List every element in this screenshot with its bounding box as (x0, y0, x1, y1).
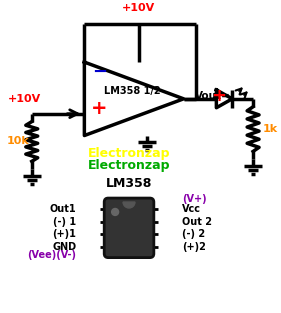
Text: Electronzap: Electronzap (88, 147, 170, 160)
Text: LM358 1/2: LM358 1/2 (104, 86, 160, 96)
Text: (-) 1: (-) 1 (53, 217, 76, 227)
Text: (+)1: (+)1 (53, 229, 76, 239)
Text: 10k: 10k (7, 136, 30, 146)
Text: (V+): (V+) (182, 194, 206, 204)
Text: +: + (91, 99, 108, 118)
Wedge shape (123, 202, 135, 208)
Text: (-) 2: (-) 2 (182, 229, 205, 239)
Text: Vout=: Vout= (194, 91, 230, 101)
Text: +: + (211, 87, 226, 105)
Text: LM358: LM358 (106, 177, 152, 190)
Text: (+)2: (+)2 (182, 242, 205, 252)
Text: Vcc: Vcc (182, 204, 201, 214)
Text: Electronzap: Electronzap (88, 159, 170, 172)
Text: Out1: Out1 (50, 204, 76, 214)
Circle shape (112, 208, 119, 215)
Text: −: − (92, 63, 107, 81)
FancyBboxPatch shape (104, 198, 154, 258)
Text: Out 2: Out 2 (182, 217, 212, 227)
Text: GND: GND (52, 242, 76, 252)
Text: (Vee)(V-): (Vee)(V-) (28, 250, 76, 260)
Text: +10V: +10V (122, 3, 156, 13)
Text: +10V: +10V (8, 94, 41, 104)
Text: 1k: 1k (263, 124, 278, 134)
